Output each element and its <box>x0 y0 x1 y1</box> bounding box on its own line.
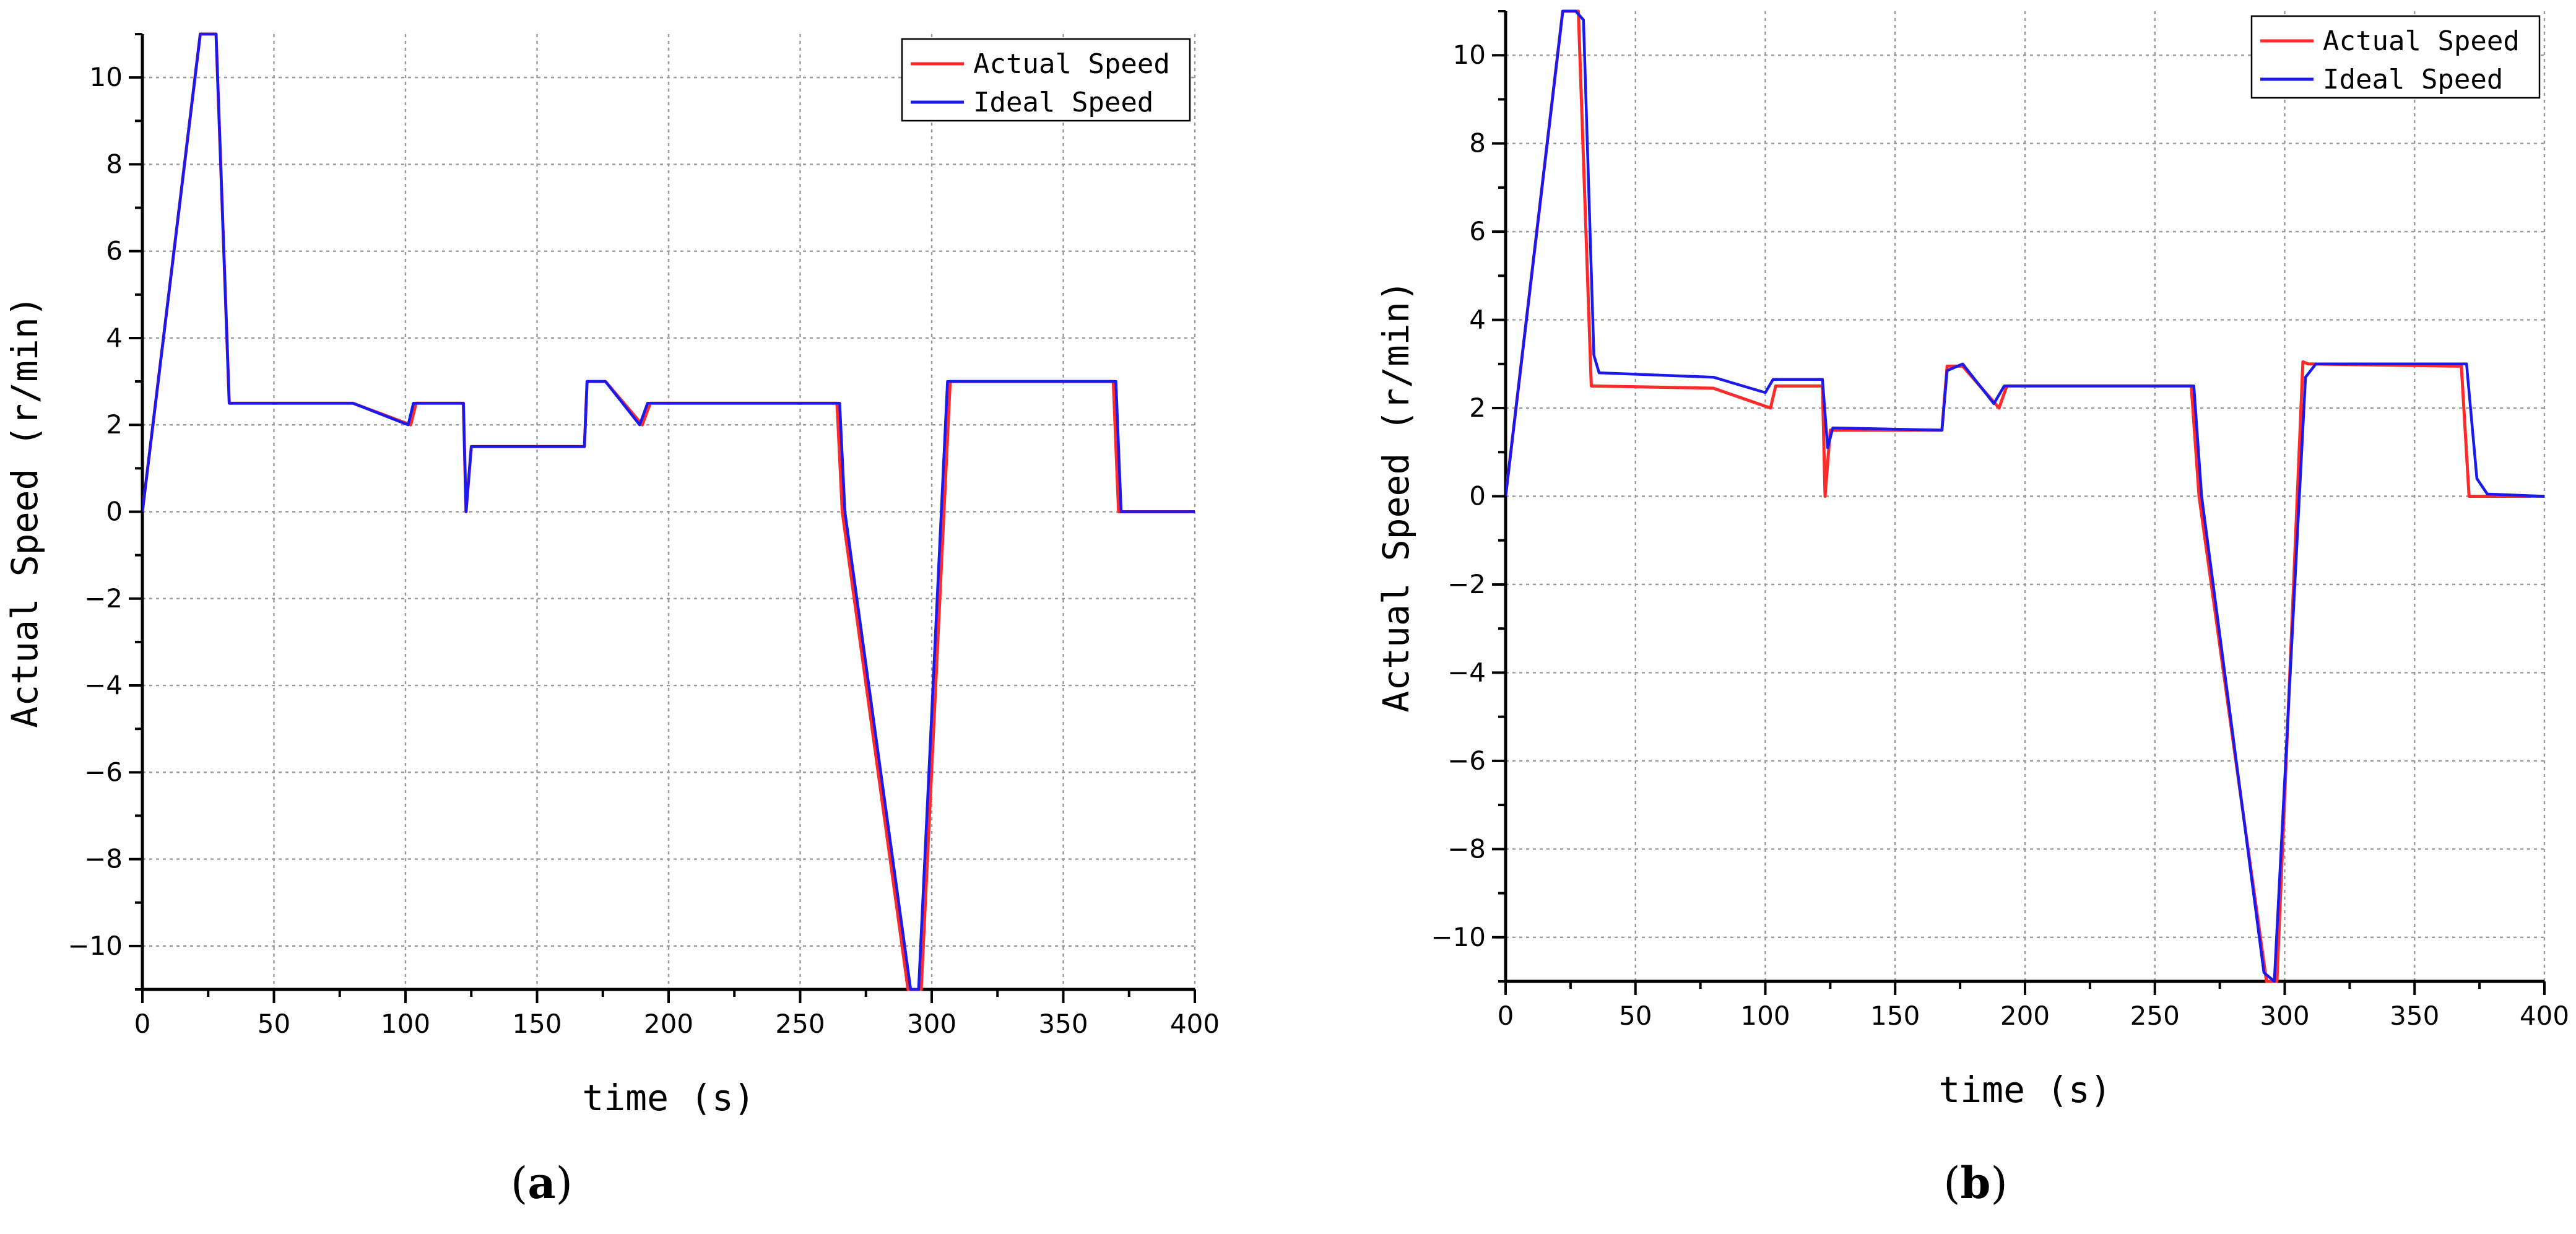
x-tick-label: 150 <box>512 1009 562 1039</box>
chart-panel-b: 0 50 100 150 200 250 300 350 400 −10 −8 −6 −4 −2 0 2 4 6 8… <box>1375 9 2569 1209</box>
legend-box <box>901 38 1191 122</box>
x-tick-label: 250 <box>775 1009 825 1039</box>
y-tick-label: 4 <box>1469 305 1486 335</box>
legend: Actual Speed Ideal Speed <box>2250 15 2541 99</box>
x-tick-label: 300 <box>907 1009 956 1039</box>
x-tick-label: 350 <box>1038 1009 1088 1039</box>
y-tick-label: −10 <box>67 931 123 961</box>
x-tick-label: 0 <box>1498 1001 1514 1031</box>
y-tick-label: 8 <box>1469 128 1486 159</box>
y-tick-label: 0 <box>1469 481 1486 511</box>
legend-entry-label: Ideal Speed <box>2323 64 2503 95</box>
chart-panel-a: 0 50 100 150 200 250 300 350 400 −10 −8 −6 −4 −2 0 2 4 6 8… <box>4 32 1220 1209</box>
legend-entry-label: Ideal Speed <box>973 87 1153 118</box>
series-line-ideal-speed <box>1506 9 2544 983</box>
y-tick-label: −6 <box>84 757 123 787</box>
y-tick-label: −2 <box>1447 569 1486 599</box>
x-tick-label: 50 <box>258 1009 290 1039</box>
y-tick-label: −10 <box>1431 922 1486 952</box>
x-tick-label: 350 <box>2390 1001 2439 1031</box>
x-tick-label: 400 <box>2520 1001 2569 1031</box>
series-line-ideal-speed <box>142 32 1195 991</box>
y-tick-label: 2 <box>106 409 123 440</box>
y-tick-label: −4 <box>84 670 123 700</box>
x-tick-label: 200 <box>644 1009 693 1039</box>
legend-entry-label: Actual Speed <box>2323 25 2520 57</box>
y-tick-label: −4 <box>1447 657 1486 687</box>
panel-label: (a) <box>511 1157 573 1209</box>
y-tick-label: 10 <box>90 62 123 92</box>
x-tick-label: 300 <box>2260 1001 2309 1031</box>
x-axis-title: time (s) <box>582 1077 755 1119</box>
y-tick-label: 8 <box>106 149 123 179</box>
legend-entry-label: Actual Speed <box>973 48 1170 80</box>
x-tick-label: 50 <box>1619 1001 1652 1031</box>
y-tick-label: 0 <box>106 497 123 527</box>
y-tick-label: −8 <box>84 844 123 874</box>
legend-box <box>2250 15 2541 99</box>
x-tick-label: 100 <box>1740 1001 1790 1031</box>
y-axis-title: Actual Speed (r/min) <box>1375 280 1417 712</box>
y-tick-label: −6 <box>1447 745 1486 776</box>
x-tick-label: 100 <box>381 1009 430 1039</box>
x-tick-label: 200 <box>2000 1001 2050 1031</box>
y-tick-label: 10 <box>1453 40 1486 70</box>
x-tick-label: 400 <box>1170 1009 1220 1039</box>
series-line-actual-speed <box>1506 9 2544 983</box>
legend: Actual Speed Ideal Speed <box>901 38 1191 122</box>
y-tick-label: 4 <box>106 323 123 353</box>
panel-label: (b) <box>1943 1157 2008 1209</box>
x-tick-label: 250 <box>2130 1001 2180 1031</box>
y-tick-label: −2 <box>84 583 123 614</box>
y-axis-title: Actual Speed (r/min) <box>4 295 46 728</box>
x-tick-label: 0 <box>134 1009 151 1039</box>
x-axis-title: time (s) <box>1938 1069 2111 1111</box>
y-tick-label: 6 <box>106 236 123 266</box>
y-tick-label: 2 <box>1469 393 1486 423</box>
y-tick-label: −8 <box>1447 833 1486 864</box>
y-tick-label: 6 <box>1469 216 1486 246</box>
x-tick-label: 150 <box>1870 1001 1920 1031</box>
